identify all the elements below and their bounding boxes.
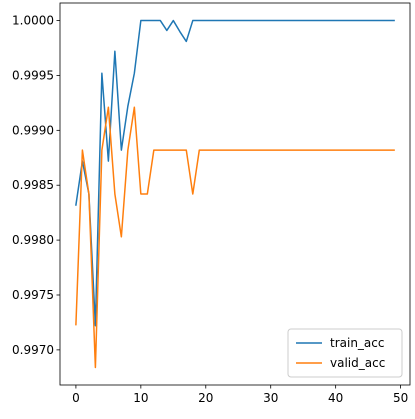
- y-tick-label: 0.9980: [12, 233, 54, 247]
- y-tick-label: 0.9995: [12, 68, 54, 82]
- x-tick-label: 10: [133, 391, 148, 405]
- y-tick-label: 0.9990: [12, 123, 54, 137]
- series-layer: [75, 19, 395, 369]
- legend-label-valid_acc: valid_acc: [330, 356, 385, 370]
- y-tick-label: 0.9975: [12, 288, 54, 302]
- y-tick-label: 0.9985: [12, 178, 54, 192]
- series-line-train_acc: [75, 19, 395, 327]
- axes-frame: [59, 2, 411, 386]
- legend-label-train_acc: train_acc: [330, 336, 384, 350]
- legend: train_acc valid_acc: [287, 328, 403, 378]
- x-tick-label: 0: [72, 391, 80, 405]
- y-tick-label: 1.0000: [12, 14, 54, 28]
- series-line-valid_acc: [75, 106, 395, 369]
- x-tick-label: 20: [198, 391, 213, 405]
- x-tick-label: 30: [263, 391, 278, 405]
- x-tick-label: 50: [393, 391, 408, 405]
- y-tick-label: 0.9970: [12, 343, 54, 357]
- axes-layer: 0 10 20 30 40 50 0.9970 0.9975 0.9980 0.9985 0.999…: [12, 2, 411, 405]
- legend-box: [287, 328, 403, 378]
- x-tick-label: 40: [328, 391, 343, 405]
